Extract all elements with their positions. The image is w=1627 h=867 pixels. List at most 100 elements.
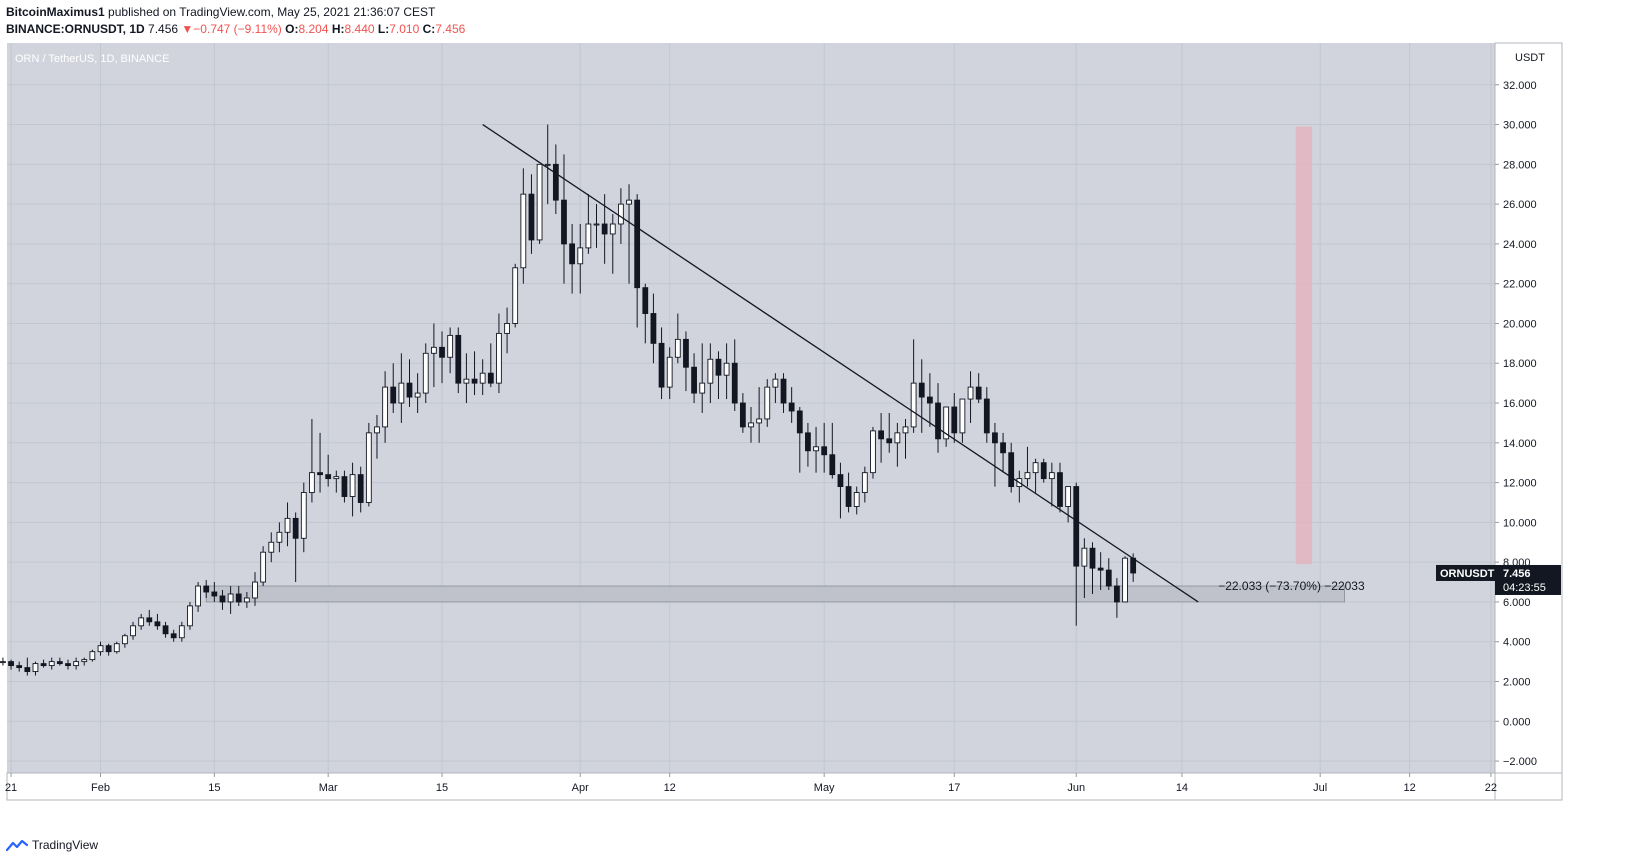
- candle[interactable]: [715, 358, 722, 376]
- candle[interactable]: [211, 591, 218, 597]
- candle[interactable]: [154, 621, 161, 627]
- candle[interactable]: [878, 430, 884, 440]
- candle[interactable]: [89, 651, 96, 661]
- candle[interactable]: [674, 338, 681, 358]
- candle[interactable]: [260, 551, 267, 583]
- candle[interactable]: [796, 410, 803, 434]
- candle[interactable]: [252, 581, 258, 599]
- candle[interactable]: [479, 372, 486, 384]
- candle[interactable]: [504, 323, 510, 334]
- candle[interactable]: [349, 474, 356, 497]
- candle[interactable]: [894, 432, 901, 444]
- candle[interactable]: [723, 362, 730, 376]
- tradingview-logo[interactable]: TradingView: [6, 838, 98, 852]
- candle[interactable]: [374, 426, 380, 434]
- candle[interactable]: [788, 402, 795, 412]
- candle[interactable]: [609, 223, 616, 235]
- candle[interactable]: [170, 633, 177, 639]
- candle[interactable]: [983, 398, 990, 434]
- target-zone[interactable]: [1295, 126, 1313, 565]
- candle[interactable]: [317, 472, 323, 476]
- candle[interactable]: [666, 356, 673, 388]
- candle[interactable]: [626, 199, 632, 205]
- candle[interactable]: [886, 438, 893, 444]
- candle[interactable]: [333, 476, 340, 480]
- candle[interactable]: [382, 386, 388, 428]
- candle[interactable]: [951, 406, 958, 434]
- candle[interactable]: [325, 474, 332, 480]
- candle[interactable]: [496, 332, 502, 384]
- candle[interactable]: [821, 446, 828, 456]
- candle[interactable]: [455, 334, 462, 384]
- candle[interactable]: [561, 199, 567, 245]
- candle[interactable]: [992, 432, 998, 444]
- candle[interactable]: [463, 378, 470, 384]
- candle[interactable]: [300, 492, 307, 539]
- candle[interactable]: [130, 625, 136, 637]
- candle[interactable]: [1057, 472, 1063, 507]
- candle[interactable]: [341, 476, 348, 497]
- candle[interactable]: [146, 617, 153, 623]
- candle[interactable]: [837, 474, 844, 488]
- candle[interactable]: [601, 223, 608, 235]
- candle[interactable]: [138, 617, 145, 627]
- candle[interactable]: [935, 402, 941, 440]
- candle[interactable]: [691, 366, 697, 394]
- candle[interactable]: [203, 585, 210, 593]
- candle[interactable]: [195, 585, 201, 607]
- candle[interactable]: [40, 663, 47, 667]
- candle[interactable]: [1040, 462, 1047, 480]
- candle[interactable]: [683, 338, 689, 368]
- candle[interactable]: [1114, 585, 1120, 603]
- candle[interactable]: [512, 267, 519, 324]
- candle[interactable]: [731, 362, 738, 404]
- candle[interactable]: [97, 645, 104, 653]
- candle[interactable]: [1000, 442, 1006, 454]
- candle[interactable]: [829, 454, 836, 476]
- candle[interactable]: [487, 372, 494, 384]
- author-name[interactable]: BitcoinMaximus1: [6, 5, 105, 19]
- candle[interactable]: [422, 352, 429, 394]
- candle[interactable]: [707, 358, 714, 384]
- candle[interactable]: [178, 625, 185, 639]
- candle[interactable]: [471, 378, 478, 384]
- candle[interactable]: [959, 398, 966, 434]
- candle[interactable]: [447, 334, 454, 358]
- candle[interactable]: [780, 378, 787, 404]
- candle[interactable]: [406, 382, 413, 398]
- candle[interactable]: [520, 193, 527, 269]
- candle[interactable]: [365, 432, 372, 503]
- candle[interactable]: [845, 486, 852, 507]
- candle[interactable]: [1065, 486, 1072, 507]
- candle[interactable]: [1048, 472, 1055, 480]
- candle[interactable]: [1073, 486, 1080, 567]
- candle[interactable]: [658, 342, 665, 388]
- candle[interactable]: [853, 492, 860, 507]
- candle[interactable]: [593, 223, 600, 226]
- candle[interactable]: [544, 163, 551, 166]
- candle[interactable]: [227, 593, 234, 603]
- candle[interactable]: [739, 402, 746, 428]
- candle[interactable]: [748, 422, 754, 428]
- candle[interactable]: [764, 386, 771, 420]
- candle[interactable]: [162, 625, 169, 635]
- candle[interactable]: [1097, 567, 1104, 571]
- candle[interactable]: [243, 597, 250, 603]
- support-zone[interactable]: [205, 585, 1345, 603]
- candle[interactable]: [926, 396, 933, 404]
- candle[interactable]: [48, 661, 55, 667]
- candle[interactable]: [577, 247, 584, 265]
- candle[interactable]: [910, 382, 917, 428]
- candle[interactable]: [284, 517, 291, 533]
- candle[interactable]: [0, 661, 6, 664]
- candle[interactable]: [8, 661, 14, 667]
- candle[interactable]: [81, 659, 88, 663]
- candle[interactable]: [268, 541, 275, 553]
- time-axis[interactable]: [6, 772, 1496, 801]
- candle[interactable]: [1105, 569, 1112, 587]
- candle[interactable]: [219, 595, 226, 603]
- candle[interactable]: [235, 593, 242, 603]
- candle[interactable]: [65, 663, 71, 667]
- candle[interactable]: [309, 472, 315, 493]
